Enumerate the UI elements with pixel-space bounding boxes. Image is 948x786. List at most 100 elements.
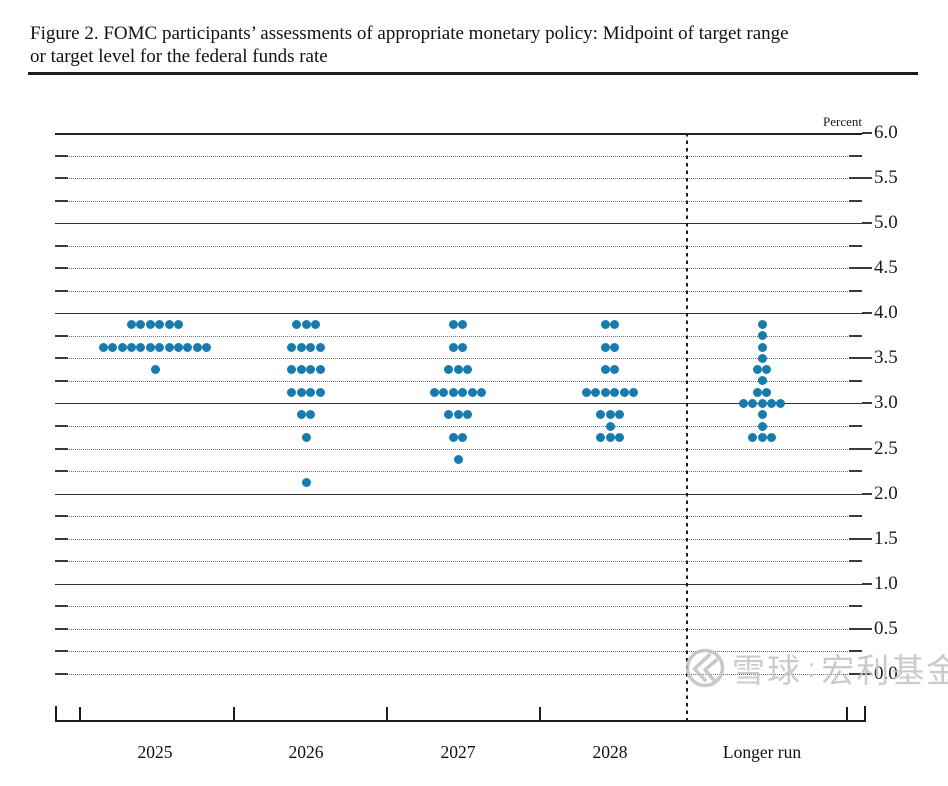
x-axis-tick (846, 707, 848, 720)
projection-dot (752, 387, 762, 397)
major-gridline (55, 132, 862, 135)
projection-dot (301, 432, 311, 442)
minor-gridline (55, 268, 862, 270)
watermark-account: 宏利基金 (821, 652, 948, 689)
minor-gridline (55, 290, 862, 292)
projection-dot (614, 432, 624, 442)
projection-dot (629, 387, 638, 397)
projection-dot (757, 432, 767, 442)
left-axis-tick (55, 289, 68, 292)
projection-dot (127, 320, 136, 330)
projection-dot (444, 410, 454, 420)
projection-dot (614, 410, 624, 420)
x-axis-tick (233, 707, 235, 720)
major-gridline (55, 583, 862, 585)
minor-gridline (55, 380, 862, 382)
projection-dot (605, 432, 615, 442)
longer-run-separator-line (686, 132, 688, 720)
projection-dot (766, 398, 776, 408)
right-axis-tick (849, 289, 862, 292)
projection-dot (600, 365, 610, 375)
projection-dot (458, 320, 468, 330)
projection-dot (757, 320, 767, 330)
projection-dot (306, 410, 316, 420)
projection-dot (766, 432, 776, 442)
right-axis-tick-major (850, 537, 872, 540)
y-axis-label: 5.0 (874, 212, 898, 234)
projection-dot (296, 342, 306, 352)
minor-gridline (55, 178, 862, 180)
projection-dot (458, 342, 468, 352)
watermark-separator: : (808, 652, 816, 683)
right-axis-tick-major (862, 582, 872, 585)
projection-dot (596, 432, 606, 442)
left-axis-tick (55, 537, 68, 540)
projection-dot (287, 365, 297, 375)
projection-dot (296, 410, 306, 420)
major-gridline (55, 493, 862, 495)
y-axis-label: 4.0 (874, 302, 898, 324)
projection-dot (610, 365, 620, 375)
left-axis-tick (55, 650, 68, 653)
projection-dot (605, 410, 615, 420)
right-axis-tick (849, 425, 862, 428)
minor-gridline (55, 426, 862, 428)
projection-dot (444, 365, 454, 375)
projection-dot (448, 320, 458, 330)
projection-dot (752, 365, 762, 375)
left-axis-tick (55, 267, 68, 270)
projection-dot (748, 398, 758, 408)
left-axis-tick (55, 244, 68, 247)
right-axis-tick (849, 379, 862, 382)
projection-dot (600, 320, 610, 330)
projection-dot (776, 398, 786, 408)
left-axis-tick (55, 515, 68, 518)
projection-dot (301, 320, 311, 330)
projection-dot (610, 320, 620, 330)
y-axis-label: 0.5 (874, 617, 898, 639)
projection-dot (439, 387, 449, 397)
minor-gridline (55, 245, 862, 247)
minor-gridline (55, 606, 862, 608)
x-axis-corner (864, 706, 866, 721)
right-axis-tick-major (850, 673, 872, 675)
right-axis-tick-major (850, 267, 872, 270)
projection-dot (448, 387, 458, 397)
left-axis-tick (55, 199, 68, 202)
projection-dot (757, 398, 767, 408)
projection-dot (306, 365, 316, 375)
projection-dot (145, 342, 155, 352)
x-axis-tick (79, 707, 81, 720)
y-axis-label: 3.0 (874, 392, 898, 414)
left-axis-tick (55, 447, 68, 450)
projection-dot (757, 342, 767, 352)
watermark: 雪球 : 宏利基金 (684, 645, 948, 691)
projection-dot (183, 342, 193, 352)
projection-dot (762, 387, 772, 397)
projection-dot (610, 342, 620, 352)
projection-dot (192, 342, 202, 352)
major-gridline (55, 403, 862, 405)
projection-dot (458, 432, 468, 442)
left-axis-tick (55, 605, 68, 608)
y-axis-label: 2.0 (874, 482, 898, 504)
projection-dot (430, 387, 439, 397)
projection-dot (605, 421, 615, 431)
projection-dot (136, 342, 146, 352)
projection-dot (757, 376, 767, 386)
projection-dot (287, 342, 297, 352)
x-axis-category-label: 2028 (592, 742, 628, 762)
projection-dot (287, 387, 297, 397)
projection-dot (296, 365, 306, 375)
left-axis-tick (55, 357, 68, 360)
minor-gridline (55, 155, 862, 157)
projection-dot (108, 342, 118, 352)
minor-gridline (55, 471, 862, 473)
left-axis-tick (55, 379, 68, 382)
right-axis-tick-major (850, 177, 872, 180)
x-axis-category-label: 2027 (440, 742, 476, 762)
projection-dot (582, 387, 591, 397)
y-axis-label: 3.5 (874, 347, 898, 369)
minor-gridline (55, 674, 862, 675)
